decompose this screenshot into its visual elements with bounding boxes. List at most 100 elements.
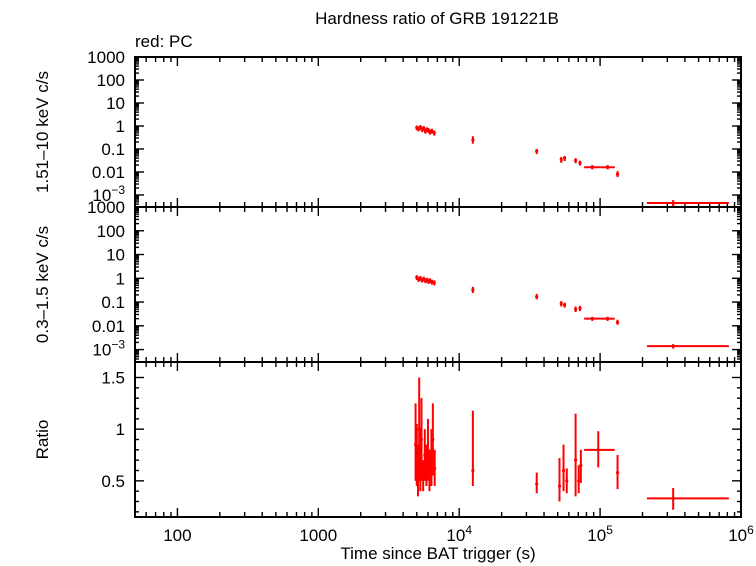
point-marker	[596, 448, 600, 452]
data-point	[600, 165, 615, 170]
point-marker	[578, 306, 582, 310]
y-tick-label: 10	[106, 246, 125, 265]
data-point	[615, 171, 620, 178]
point-marker	[615, 172, 620, 176]
chart-title: Hardness ratio of GRB 191221B	[315, 9, 559, 28]
point-marker	[432, 281, 436, 285]
point-marker	[535, 482, 539, 486]
data-point	[432, 280, 436, 286]
x-axis-label: Time since BAT trigger (s)	[340, 544, 535, 563]
data-point	[563, 155, 567, 162]
data-point	[584, 431, 615, 468]
y-tick-label: 10−3	[92, 338, 125, 360]
data-point	[430, 128, 434, 134]
y-tick-label: 1000	[87, 48, 125, 67]
point-marker	[671, 496, 675, 500]
point-marker	[471, 468, 475, 473]
point-marker	[573, 307, 578, 311]
point-marker	[605, 317, 610, 321]
data-point	[578, 305, 582, 312]
data-point	[573, 158, 578, 164]
legend-label: red: PC	[135, 32, 193, 51]
point-marker	[579, 463, 583, 467]
y-tick-label: 1	[116, 420, 125, 439]
panel-soft: 1000 100 10 1 0.1 0.01 10−3 0.3–1.5 keV c/s	[33, 198, 742, 363]
data-point	[559, 301, 563, 307]
point-marker	[605, 165, 610, 169]
data-point	[578, 160, 582, 166]
point-marker	[471, 288, 475, 292]
data-point	[646, 344, 729, 349]
point-marker	[415, 275, 419, 279]
y-tick-label: 0.1	[101, 140, 125, 159]
x-tick-label: 104	[446, 523, 472, 545]
data-point	[430, 279, 434, 285]
data-point	[471, 286, 475, 294]
x-tick-label: 105	[587, 523, 613, 545]
x-tick-label: 106	[728, 523, 754, 545]
point-marker	[573, 458, 578, 462]
point-marker	[561, 468, 566, 473]
data-point	[535, 293, 539, 300]
data-point	[584, 316, 601, 321]
data-point	[615, 455, 620, 490]
point-marker	[671, 201, 675, 205]
data-point	[615, 319, 620, 325]
data-point	[646, 488, 729, 510]
data-point	[577, 465, 581, 494]
data-point	[535, 472, 539, 494]
y-tick-label: 0.5	[101, 472, 125, 491]
x-tick-label: 100	[163, 526, 191, 545]
data-point	[471, 410, 475, 486]
data-point	[573, 306, 578, 313]
y-tick-label: 0.01	[92, 163, 125, 182]
point-marker	[419, 437, 424, 442]
y-tick-label: 0.1	[101, 293, 125, 312]
point-marker	[573, 158, 578, 162]
data-point	[646, 200, 729, 207]
y-tick-label: 1	[116, 117, 125, 136]
y-tick-label: 1000	[87, 198, 125, 217]
point-marker	[615, 320, 620, 324]
y-tick-label: 100	[97, 71, 125, 90]
data-point	[573, 413, 578, 497]
panel-frame	[134, 361, 742, 518]
data-point	[557, 458, 562, 502]
data-point	[419, 398, 424, 481]
point-marker	[535, 149, 539, 153]
y-tick-label: 1.5	[101, 369, 125, 388]
y-axis-label: 1.51–10 keV c/s	[33, 71, 52, 193]
point-marker	[433, 466, 437, 471]
point-marker	[578, 161, 582, 165]
point-marker	[615, 470, 620, 475]
point-marker	[535, 294, 539, 299]
point-marker	[559, 157, 563, 162]
point-marker	[432, 131, 436, 135]
point-marker	[563, 303, 567, 307]
point-marker	[565, 479, 569, 483]
panel-frame	[134, 56, 742, 208]
data-point	[415, 275, 419, 280]
point-marker	[431, 437, 435, 442]
point-marker	[471, 138, 475, 142]
data-point	[579, 449, 583, 483]
y-tick-label: 0.01	[92, 317, 125, 336]
panel-ratio: 1.5 1 0.5 Ratio 100 1000 104 105 106 Time since B…	[33, 361, 754, 563]
y-axis-label: 0.3–1.5 keV c/s	[33, 226, 52, 343]
point-marker	[430, 129, 434, 133]
data-point	[584, 165, 601, 170]
y-tick-label: 1	[116, 269, 125, 288]
data-point	[565, 468, 569, 494]
data-point	[535, 148, 539, 155]
data-point	[563, 302, 567, 308]
data-point	[471, 136, 475, 144]
data-point	[559, 156, 563, 163]
data-point	[600, 316, 615, 321]
point-marker	[671, 344, 675, 348]
point-marker	[590, 165, 594, 169]
point-marker	[563, 156, 567, 160]
x-tick-label: 1000	[299, 526, 337, 545]
panel-frame	[134, 206, 742, 363]
